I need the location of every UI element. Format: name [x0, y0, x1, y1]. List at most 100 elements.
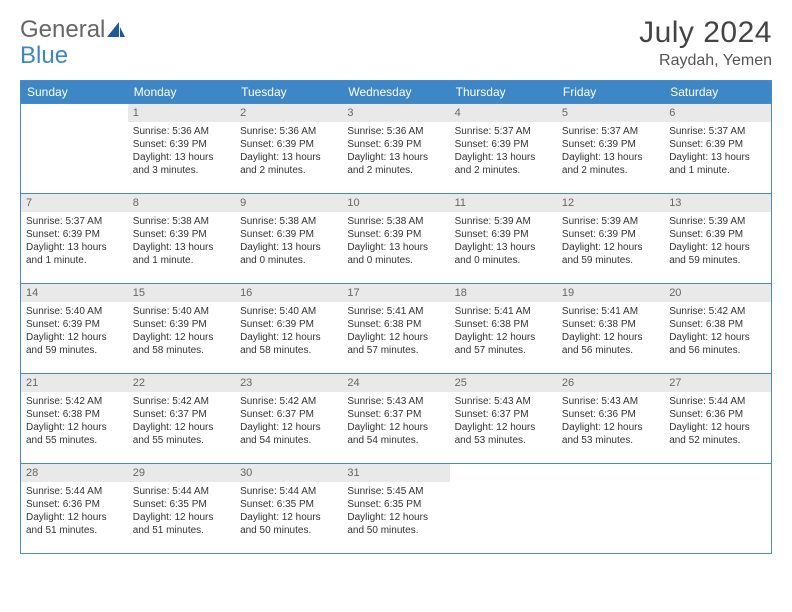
calendar-cell: 5Sunrise: 5:37 AMSunset: 6:39 PMDaylight… [557, 104, 664, 194]
day-content: Sunrise: 5:41 AMSunset: 6:38 PMDaylight:… [557, 302, 664, 361]
day-number: 21 [21, 374, 128, 392]
sunset-line: Sunset: 6:39 PM [669, 138, 766, 151]
daylight-line: Daylight: 12 hours and 53 minutes. [455, 421, 552, 447]
sunset-line: Sunset: 6:39 PM [240, 138, 337, 151]
sunset-line: Sunset: 6:36 PM [669, 408, 766, 421]
sunrise-line: Sunrise: 5:44 AM [240, 485, 337, 498]
daylight-line: Daylight: 13 hours and 1 minute. [669, 151, 766, 177]
day-content: Sunrise: 5:36 AMSunset: 6:39 PMDaylight:… [128, 122, 235, 181]
day-number: 24 [342, 374, 449, 392]
calendar-cell: 15Sunrise: 5:40 AMSunset: 6:39 PMDayligh… [128, 284, 235, 374]
sunset-line: Sunset: 6:37 PM [133, 408, 230, 421]
sunset-line: Sunset: 6:39 PM [133, 228, 230, 241]
sunset-line: Sunset: 6:38 PM [26, 408, 123, 421]
calendar-cell: 29Sunrise: 5:44 AMSunset: 6:35 PMDayligh… [128, 464, 235, 554]
sunset-line: Sunset: 6:39 PM [26, 318, 123, 331]
day-number: 14 [21, 284, 128, 302]
day-number: 1 [128, 104, 235, 122]
calendar-cell [21, 104, 128, 194]
calendar-cell: 8Sunrise: 5:38 AMSunset: 6:39 PMDaylight… [128, 194, 235, 284]
sunrise-line: Sunrise: 5:45 AM [347, 485, 444, 498]
daylight-line: Daylight: 12 hours and 57 minutes. [347, 331, 444, 357]
daylight-line: Daylight: 12 hours and 55 minutes. [26, 421, 123, 447]
daylight-line: Daylight: 12 hours and 53 minutes. [562, 421, 659, 447]
calendar-cell: 1Sunrise: 5:36 AMSunset: 6:39 PMDaylight… [128, 104, 235, 194]
day-content: Sunrise: 5:40 AMSunset: 6:39 PMDaylight:… [235, 302, 342, 361]
day-number: 17 [342, 284, 449, 302]
sunset-line: Sunset: 6:35 PM [133, 498, 230, 511]
calendar-row: 21Sunrise: 5:42 AMSunset: 6:38 PMDayligh… [21, 374, 772, 464]
calendar-cell [557, 464, 664, 554]
daylight-line: Daylight: 12 hours and 57 minutes. [455, 331, 552, 357]
calendar-cell: 14Sunrise: 5:40 AMSunset: 6:39 PMDayligh… [21, 284, 128, 374]
sunrise-line: Sunrise: 5:43 AM [347, 395, 444, 408]
day-content: Sunrise: 5:41 AMSunset: 6:38 PMDaylight:… [342, 302, 449, 361]
calendar-cell: 16Sunrise: 5:40 AMSunset: 6:39 PMDayligh… [235, 284, 342, 374]
day-content: Sunrise: 5:37 AMSunset: 6:39 PMDaylight:… [450, 122, 557, 181]
day-content: Sunrise: 5:44 AMSunset: 6:35 PMDaylight:… [128, 482, 235, 541]
sunset-line: Sunset: 6:35 PM [240, 498, 337, 511]
month-title: July 2024 [639, 16, 772, 50]
daylight-line: Daylight: 12 hours and 50 minutes. [240, 511, 337, 537]
day-content: Sunrise: 5:42 AMSunset: 6:38 PMDaylight:… [21, 392, 128, 451]
calendar-cell: 3Sunrise: 5:36 AMSunset: 6:39 PMDaylight… [342, 104, 449, 194]
calendar-cell: 26Sunrise: 5:43 AMSunset: 6:36 PMDayligh… [557, 374, 664, 464]
day-content: Sunrise: 5:40 AMSunset: 6:39 PMDaylight:… [128, 302, 235, 361]
daylight-line: Daylight: 12 hours and 55 minutes. [133, 421, 230, 447]
day-number: 11 [450, 194, 557, 212]
daylight-line: Daylight: 12 hours and 59 minutes. [669, 241, 766, 267]
day-content: Sunrise: 5:43 AMSunset: 6:37 PMDaylight:… [450, 392, 557, 451]
daylight-line: Daylight: 13 hours and 0 minutes. [240, 241, 337, 267]
calendar-cell: 12Sunrise: 5:39 AMSunset: 6:39 PMDayligh… [557, 194, 664, 284]
sunrise-line: Sunrise: 5:42 AM [26, 395, 123, 408]
calendar-cell: 13Sunrise: 5:39 AMSunset: 6:39 PMDayligh… [664, 194, 771, 284]
weekday-header: Saturday [664, 81, 771, 104]
sunrise-line: Sunrise: 5:41 AM [347, 305, 444, 318]
sunrise-line: Sunrise: 5:37 AM [669, 125, 766, 138]
daylight-line: Daylight: 13 hours and 1 minute. [133, 241, 230, 267]
daylight-line: Daylight: 12 hours and 56 minutes. [669, 331, 766, 357]
day-content: Sunrise: 5:40 AMSunset: 6:39 PMDaylight:… [21, 302, 128, 361]
daylight-line: Daylight: 12 hours and 58 minutes. [133, 331, 230, 357]
daylight-line: Daylight: 13 hours and 3 minutes. [133, 151, 230, 177]
logo-text-2: Blue [20, 42, 68, 70]
daylight-line: Daylight: 13 hours and 2 minutes. [240, 151, 337, 177]
sunrise-line: Sunrise: 5:40 AM [26, 305, 123, 318]
day-number: 28 [21, 464, 128, 482]
daylight-line: Daylight: 13 hours and 2 minutes. [347, 151, 444, 177]
weekday-header: Wednesday [342, 81, 449, 104]
day-number: 16 [235, 284, 342, 302]
header: General July 2024 Raydah, Yemen [20, 16, 772, 70]
sunset-line: Sunset: 6:39 PM [562, 228, 659, 241]
sunset-line: Sunset: 6:37 PM [347, 408, 444, 421]
day-content: Sunrise: 5:42 AMSunset: 6:37 PMDaylight:… [235, 392, 342, 451]
weekday-header: Monday [128, 81, 235, 104]
calendar-cell: 10Sunrise: 5:38 AMSunset: 6:39 PMDayligh… [342, 194, 449, 284]
day-number: 7 [21, 194, 128, 212]
sunrise-line: Sunrise: 5:37 AM [26, 215, 123, 228]
sunrise-line: Sunrise: 5:37 AM [562, 125, 659, 138]
calendar-cell: 9 Sunrise: 5:38 AMSunset: 6:39 PMDaylight… [235, 194, 342, 284]
day-number: 5 [557, 104, 664, 122]
day-number: 2 [235, 104, 342, 122]
day-number: 30 [235, 464, 342, 482]
sunset-line: Sunset: 6:38 PM [347, 318, 444, 331]
weekday-header: Thursday [450, 81, 557, 104]
sunrise-line: Sunrise: 5:41 AM [455, 305, 552, 318]
sunrise-line: Sunrise: 5:38 AM [133, 215, 230, 228]
calendar-row: 7Sunrise: 5:37 AMSunset: 6:39 PMDaylight… [21, 194, 772, 284]
calendar-cell: 27Sunrise: 5:44 AMSunset: 6:36 PMDayligh… [664, 374, 771, 464]
sunset-line: Sunset: 6:39 PM [347, 138, 444, 151]
day-content: Sunrise: 5:38 AMSunset: 6:39 PMDaylight:… [342, 212, 449, 271]
day-number: 23 [235, 374, 342, 392]
weekday-header-row: SundayMondayTuesdayWednesdayThursdayFrid… [21, 81, 772, 104]
calendar-cell: 2Sunrise: 5:36 AMSunset: 6:39 PMDaylight… [235, 104, 342, 194]
calendar-cell: 22Sunrise: 5:42 AMSunset: 6:37 PMDayligh… [128, 374, 235, 464]
sunset-line: Sunset: 6:39 PM [240, 228, 337, 241]
day-number: 25 [450, 374, 557, 392]
day-number: 26 [557, 374, 664, 392]
sunrise-line: Sunrise: 5:38 AM [240, 215, 337, 228]
day-content: Sunrise: 5:44 AMSunset: 6:36 PMDaylight:… [664, 392, 771, 451]
day-number: 9 [235, 194, 342, 212]
day-content: Sunrise: 5:38 AMSunset: 6:39 PMDaylight:… [128, 212, 235, 271]
